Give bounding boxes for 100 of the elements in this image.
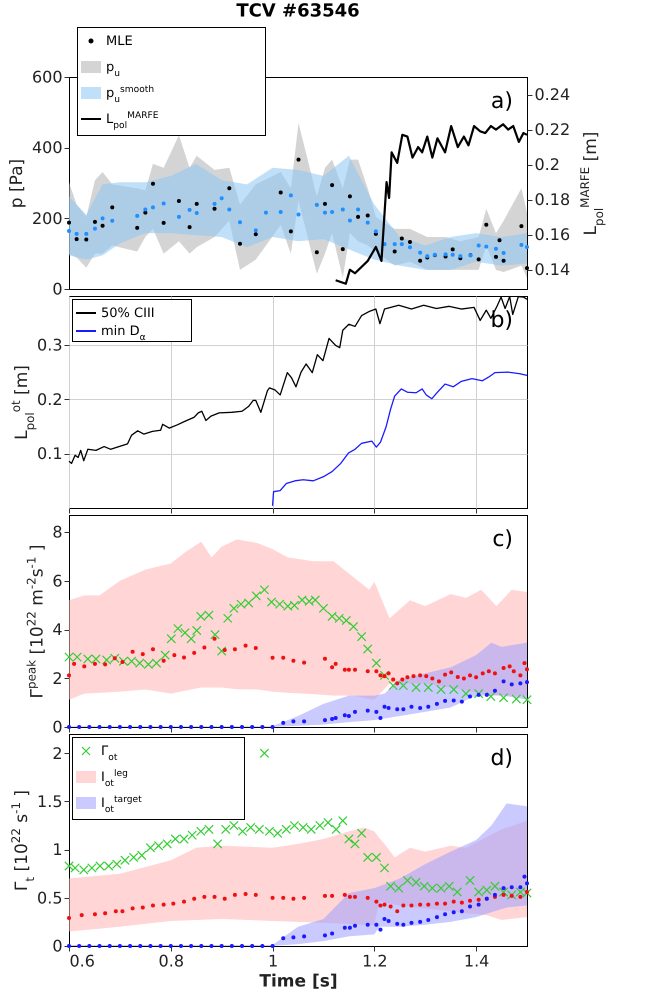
x-tick-label: 1.4 xyxy=(464,952,490,970)
point xyxy=(278,190,283,195)
point xyxy=(92,662,97,666)
point xyxy=(158,725,163,729)
point xyxy=(260,585,270,595)
point xyxy=(525,667,529,672)
point xyxy=(418,706,422,710)
point xyxy=(98,725,102,729)
y-tick-label: 0.1 xyxy=(37,444,62,464)
point xyxy=(220,725,224,729)
point xyxy=(460,700,464,704)
point xyxy=(84,238,88,242)
point xyxy=(476,898,481,902)
x-tick-label: 0.6 xyxy=(70,952,95,970)
point xyxy=(476,257,481,262)
point xyxy=(178,944,183,948)
point xyxy=(476,902,481,907)
point xyxy=(518,885,522,890)
point xyxy=(82,664,86,668)
point xyxy=(187,830,197,840)
point xyxy=(291,935,296,940)
point xyxy=(409,704,414,709)
point xyxy=(209,944,214,948)
point xyxy=(180,628,190,638)
point xyxy=(250,725,254,729)
point xyxy=(148,725,152,729)
point xyxy=(220,196,224,200)
point xyxy=(72,662,76,666)
y2-tick-label: 0.2 xyxy=(534,155,560,174)
point xyxy=(456,675,460,680)
point xyxy=(296,158,301,162)
point xyxy=(100,224,105,228)
point xyxy=(395,909,400,914)
point xyxy=(282,824,292,834)
point xyxy=(426,704,430,709)
point xyxy=(254,646,258,650)
point xyxy=(330,183,334,188)
point xyxy=(486,692,496,702)
point xyxy=(281,896,286,900)
point xyxy=(502,250,506,255)
point xyxy=(382,674,387,678)
chart-title: TCV #63546 xyxy=(236,0,360,22)
point xyxy=(352,924,357,928)
point xyxy=(342,926,347,930)
point xyxy=(281,936,286,940)
point xyxy=(281,720,286,725)
point xyxy=(270,944,275,948)
y-tick-label: 4 xyxy=(52,620,62,640)
point xyxy=(138,725,142,729)
point xyxy=(162,201,166,206)
point xyxy=(168,725,173,729)
point xyxy=(128,725,132,729)
point xyxy=(189,944,194,948)
point xyxy=(254,892,258,897)
x-tick-label: 1 xyxy=(268,952,278,970)
point xyxy=(222,648,227,652)
point xyxy=(212,894,217,899)
point xyxy=(352,710,357,714)
point xyxy=(480,671,485,676)
point xyxy=(188,225,192,230)
point xyxy=(374,710,378,714)
annotation: a) xyxy=(490,89,513,114)
point xyxy=(143,208,148,212)
point xyxy=(400,242,404,246)
point xyxy=(474,675,478,680)
point xyxy=(240,725,244,729)
point xyxy=(510,682,514,686)
point xyxy=(150,904,155,908)
point xyxy=(392,250,397,254)
point xyxy=(434,915,439,920)
x-tick-label: 0.8 xyxy=(158,952,184,970)
point xyxy=(186,634,196,644)
y2-tick-label: 0.22 xyxy=(534,120,570,140)
point xyxy=(426,918,430,922)
point xyxy=(171,902,176,906)
point xyxy=(374,922,378,927)
point xyxy=(386,918,391,923)
point xyxy=(162,658,166,663)
point xyxy=(400,236,404,240)
point xyxy=(281,656,286,660)
point xyxy=(494,246,498,251)
point xyxy=(378,904,382,908)
point xyxy=(484,692,489,697)
point xyxy=(74,232,79,236)
point xyxy=(356,828,366,838)
y-tick-label: 2 xyxy=(52,668,62,688)
point xyxy=(418,250,422,255)
point xyxy=(192,896,196,901)
point xyxy=(436,679,441,684)
point xyxy=(322,718,327,722)
point xyxy=(494,254,498,259)
point xyxy=(498,238,502,242)
point xyxy=(352,894,357,899)
point xyxy=(322,894,327,898)
point xyxy=(240,944,244,948)
point xyxy=(452,910,456,914)
point xyxy=(344,834,354,844)
point xyxy=(444,252,448,256)
point xyxy=(118,725,122,729)
y-tick-label: 0.2 xyxy=(37,390,62,409)
